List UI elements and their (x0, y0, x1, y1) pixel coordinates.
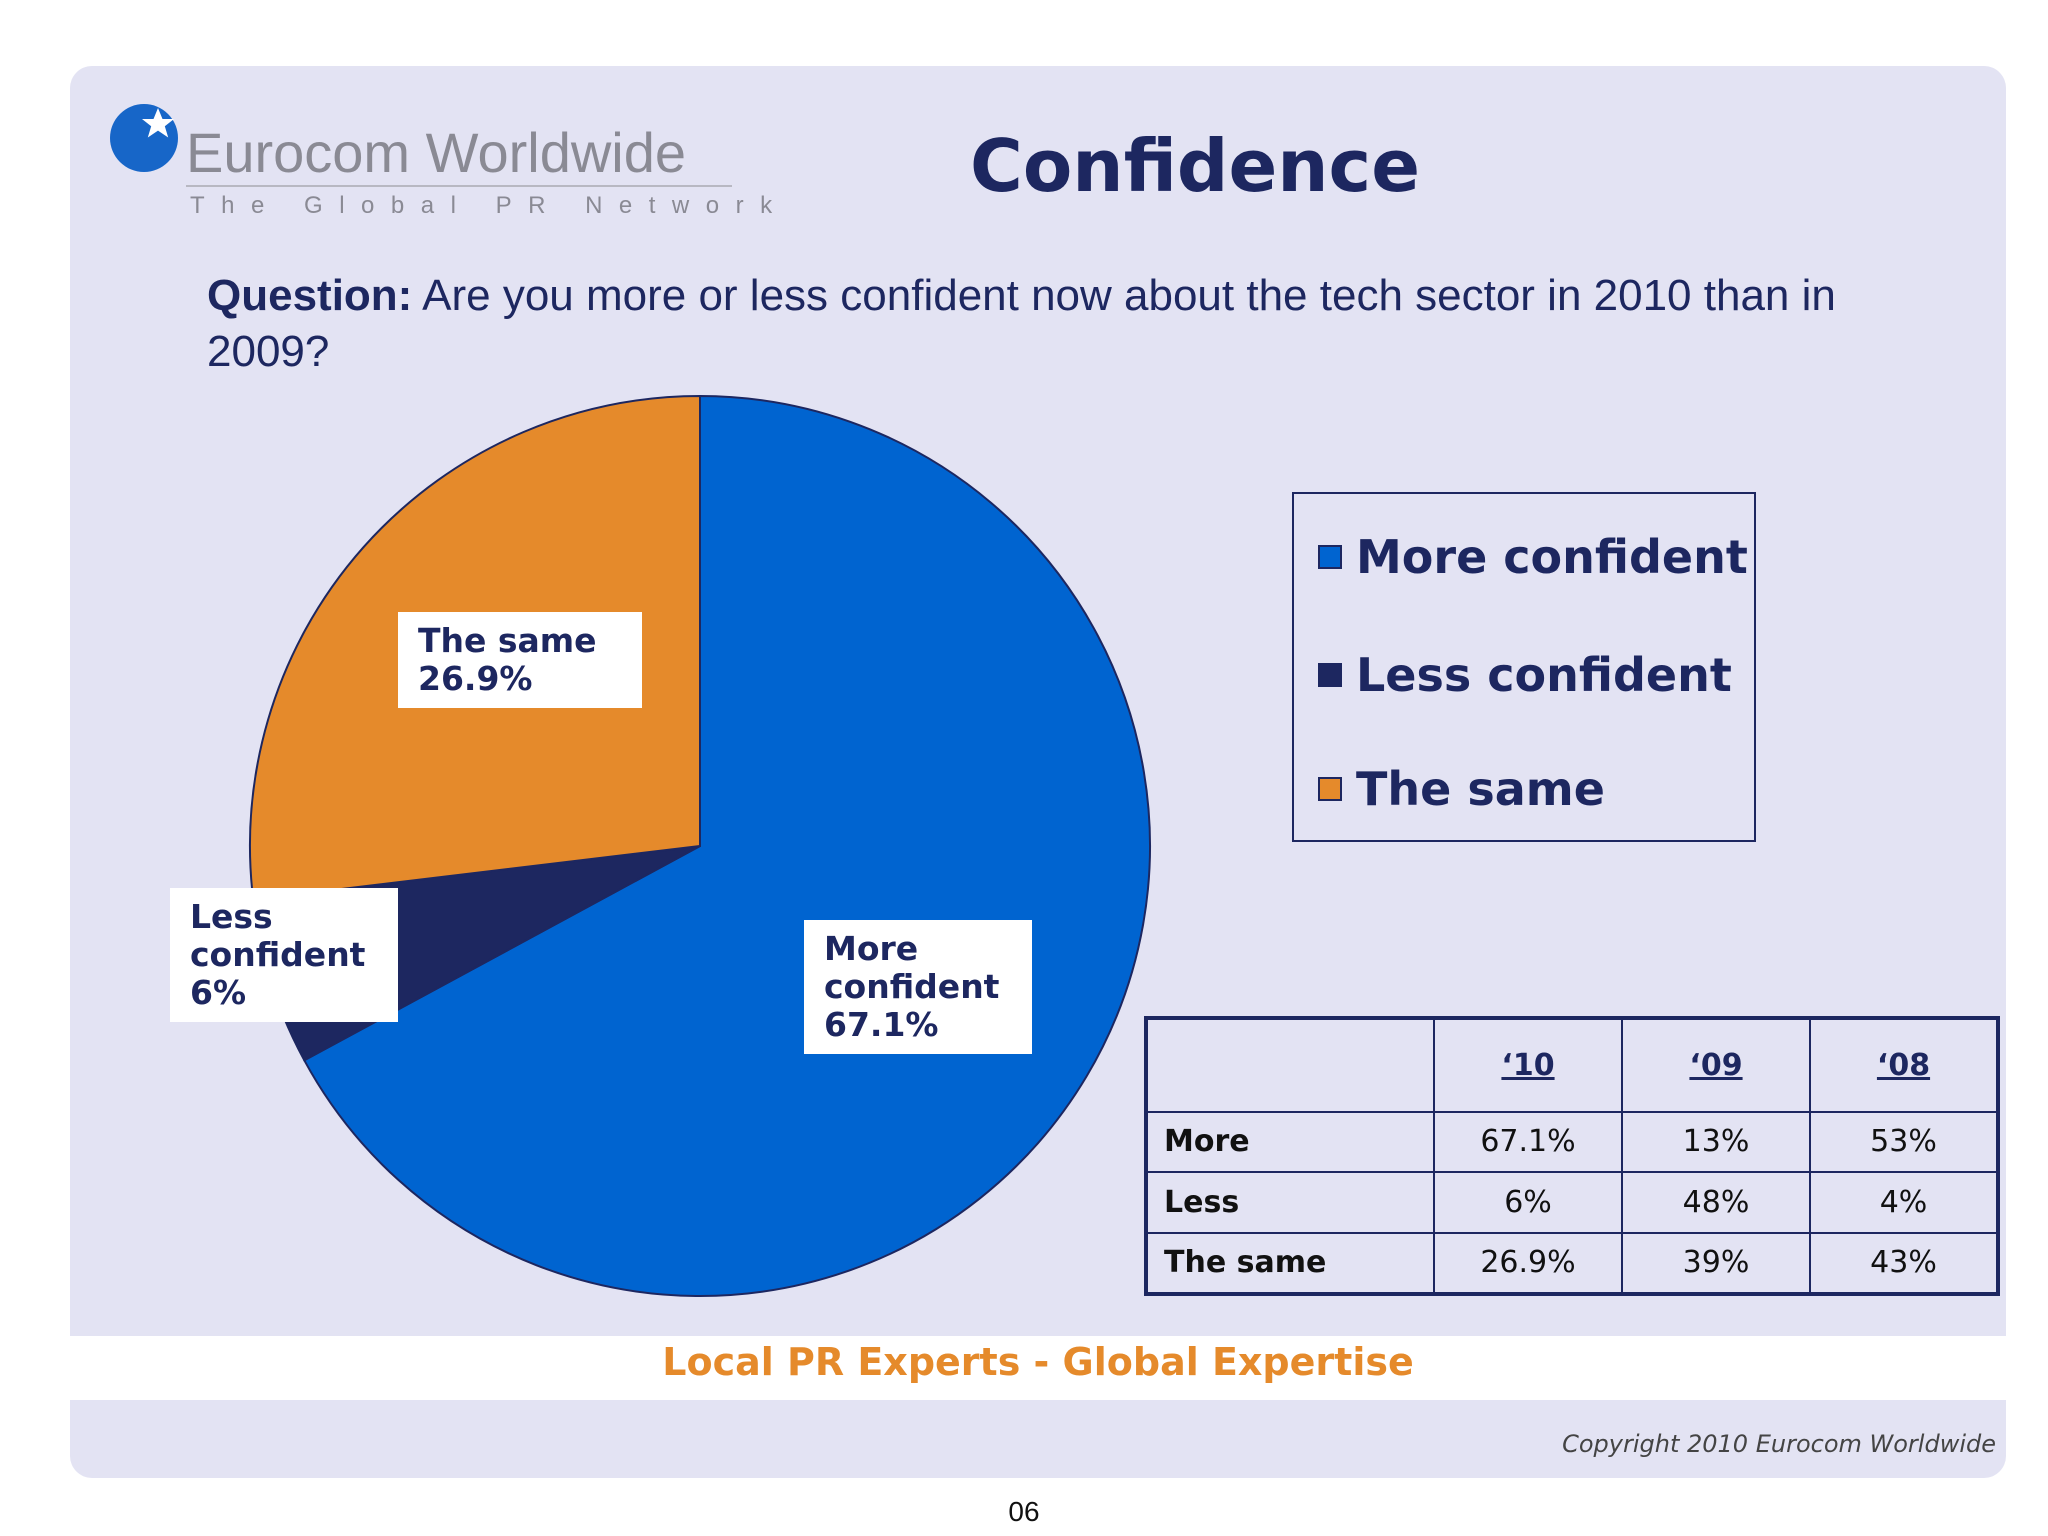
table-cell: 6% (1433, 1171, 1623, 1234)
star-icon (142, 108, 174, 138)
company-logo: Eurocom Worldwide The Global PR Network (110, 104, 772, 244)
legend-label-less: Less confident (1356, 648, 1732, 702)
question-label: Question: (207, 271, 413, 320)
table-row: The same 26.9% 39% 43% (1145, 1231, 1999, 1296)
pie-label-more-value: 67.1% (824, 1005, 939, 1044)
pie-label-more-line2: confident (824, 967, 1000, 1006)
pie-label-less-value: 6% (190, 973, 247, 1012)
slide: Eurocom Worldwide The Global PR Network … (70, 66, 2006, 1478)
legend-swatch-less (1318, 663, 1342, 687)
logo-name: Eurocom Worldwide (186, 121, 687, 184)
table-header-2010: ‘10 (1433, 1017, 1623, 1113)
legend-item-less-confident: Less confident (1318, 648, 1732, 702)
page-number: 06 (1008, 1496, 1040, 1527)
table-cell: 39% (1621, 1231, 1811, 1296)
pie-label-less-confident: Less confident 6% (170, 888, 398, 1022)
chart-legend: More confident Less confident The same (1292, 492, 1756, 842)
globe-icon (110, 104, 178, 172)
table-cell: 67.1% (1433, 1110, 1623, 1174)
table-header-2009: ‘09 (1621, 1017, 1811, 1113)
table-cell: 26.9% (1433, 1231, 1623, 1296)
pie-label-more-line1: More (824, 929, 919, 968)
pie-label-the-same-name: The same (418, 621, 597, 660)
footer-band (70, 1336, 2006, 1400)
pie-label-the-same: The same 26.9% (398, 612, 642, 708)
table-cell: 53% (1809, 1110, 1999, 1174)
legend-label-same: The same (1356, 762, 1605, 816)
pie-label-less-line1: Less (190, 897, 273, 936)
pie-slice-more-confident (302, 394, 1151, 1297)
pie-label-the-same-value: 26.9% (418, 659, 533, 698)
pie-label-more-confident: More confident 67.1% (804, 920, 1032, 1054)
table-header-2008: ‘08 (1809, 1017, 1999, 1113)
table-row-label: More (1145, 1110, 1435, 1174)
comparison-table: ‘10 ‘09 ‘08 More 67.1% 13% 53% Less 6% 4… (1144, 1016, 2000, 1296)
table-row: Less 6% 48% 4% (1145, 1171, 1999, 1234)
legend-swatch-same (1318, 777, 1342, 801)
table-cell: 13% (1621, 1110, 1811, 1174)
logo-divider (186, 185, 732, 187)
pie-label-less-line2: confident (190, 935, 366, 974)
footer-tagline: Local PR Experts - Global Expertise (662, 1340, 1414, 1384)
table-cell: 48% (1621, 1171, 1811, 1234)
table-cell: 43% (1809, 1231, 1999, 1296)
table-header-blank (1145, 1017, 1435, 1113)
legend-item-more-confident: More confident (1318, 530, 1748, 584)
table-cell: 4% (1809, 1171, 1999, 1234)
legend-swatch-more (1318, 545, 1342, 569)
table-header-row: ‘10 ‘09 ‘08 (1145, 1017, 1999, 1113)
logo-tagline: The Global PR Network (190, 192, 789, 219)
copyright-notice: Copyright 2010 Eurocom Worldwide (1562, 1430, 1996, 1458)
table-row: More 67.1% 13% 53% (1145, 1110, 1999, 1174)
question-text: Are you more or less confident now about… (207, 271, 1836, 376)
table-row-label: The same (1145, 1231, 1435, 1296)
page-title: Confidence (970, 124, 1421, 208)
table-row-label: Less (1145, 1171, 1435, 1234)
legend-label-more: More confident (1356, 530, 1748, 584)
survey-question: Question: Are you more or less confident… (207, 268, 1947, 380)
legend-item-the-same: The same (1318, 762, 1605, 816)
